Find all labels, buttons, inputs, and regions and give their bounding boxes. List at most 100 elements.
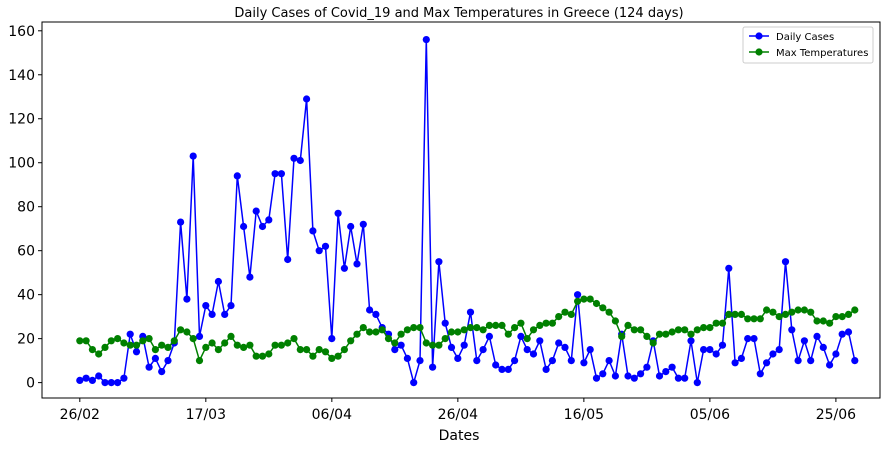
data-point-max-temperatures	[649, 339, 657, 347]
legend-marker	[755, 48, 763, 56]
data-point-daily-cases	[687, 337, 695, 345]
data-point-daily-cases	[132, 348, 141, 356]
data-point-max-temperatures	[580, 295, 588, 303]
data-point-max-temperatures	[466, 324, 475, 332]
data-point-daily-cases	[366, 306, 374, 314]
data-point-max-temperatures	[800, 306, 809, 314]
data-point-daily-cases	[775, 346, 783, 354]
data-point-max-temperatures	[321, 348, 330, 356]
data-point-max-temperatures	[158, 341, 166, 349]
data-point-max-temperatures	[813, 317, 821, 325]
data-point-daily-cases	[725, 264, 733, 272]
data-point-max-temperatures	[756, 315, 764, 323]
data-point-daily-cases	[88, 376, 96, 384]
data-point-daily-cases	[674, 374, 683, 382]
data-point-max-temperatures	[309, 352, 317, 360]
data-point-max-temperatures	[643, 332, 651, 340]
data-point-max-temperatures	[718, 319, 727, 327]
data-point-max-temperatures	[838, 313, 846, 321]
data-point-max-temperatures	[775, 313, 783, 321]
legend: Daily Cases Max Temperatures	[742, 26, 874, 64]
data-point-daily-cases	[447, 343, 456, 351]
data-point-max-temperatures	[88, 346, 96, 354]
y-axis: 0 20 40 60 80 100 120 140 160	[8, 24, 42, 392]
data-point-daily-cases	[95, 372, 103, 380]
data-point-max-temperatures	[529, 326, 538, 334]
data-point-daily-cases	[151, 354, 159, 362]
data-point-max-temperatures	[265, 350, 273, 358]
data-point-daily-cases	[485, 332, 493, 340]
data-point-max-temperatures	[725, 310, 733, 318]
data-point-daily-cases	[523, 346, 531, 354]
data-point-daily-cases	[700, 346, 708, 354]
data-point-daily-cases	[277, 170, 285, 178]
data-point-max-temperatures	[366, 328, 374, 336]
x-tick-label: 26/04	[438, 407, 478, 423]
data-point-max-temperatures	[567, 310, 575, 318]
data-point-daily-cases	[334, 209, 342, 217]
chart-title: Daily Cases of Covid_19 and Max Temperat…	[234, 6, 683, 21]
data-point-daily-cases	[826, 361, 834, 369]
data-point-daily-cases	[164, 357, 172, 365]
data-point-max-temperatures	[473, 324, 481, 332]
data-point-daily-cases	[750, 335, 758, 343]
data-point-daily-cases	[454, 354, 462, 362]
data-point-max-temperatures	[95, 350, 103, 358]
data-point-max-temperatures	[252, 352, 260, 360]
data-point-daily-cases	[101, 379, 109, 387]
data-point-max-temperatures	[246, 341, 254, 349]
data-point-max-temperatures	[189, 335, 197, 343]
data-point-max-temperatures	[750, 315, 758, 323]
legend-label: Max Temperatures	[776, 48, 868, 59]
data-point-daily-cases	[372, 310, 380, 318]
data-point-daily-cases	[246, 273, 254, 281]
y-tick-label: 120	[8, 112, 35, 128]
data-point-daily-cases	[643, 363, 651, 371]
data-point-max-temperatures	[536, 321, 544, 329]
data-point-daily-cases	[605, 357, 613, 365]
data-point-max-temperatures	[177, 326, 185, 334]
series-max-temperatures	[76, 295, 859, 365]
data-point-max-temperatures	[120, 339, 128, 347]
data-point-max-temperatures	[655, 330, 664, 338]
data-point-max-temperatures	[347, 337, 355, 345]
data-point-max-temperatures	[334, 352, 342, 360]
data-point-daily-cases	[340, 264, 348, 272]
data-point-max-temperatures	[441, 335, 449, 343]
data-point-daily-cases	[586, 346, 594, 354]
data-point-max-temperatures	[284, 339, 292, 347]
data-point-max-temperatures	[510, 324, 519, 332]
data-point-max-temperatures	[422, 339, 430, 347]
data-point-max-temperatures	[517, 319, 525, 327]
data-point-daily-cases	[706, 346, 714, 354]
data-point-daily-cases	[158, 368, 166, 376]
data-point-max-temperatures	[221, 339, 229, 347]
data-point-max-temperatures	[479, 326, 487, 334]
data-point-max-temperatures	[303, 346, 311, 354]
data-point-daily-cases	[624, 372, 632, 380]
y-tick-label: 140	[8, 68, 35, 84]
data-point-max-temperatures	[637, 326, 645, 334]
data-point-max-temperatures	[605, 308, 613, 316]
data-point-daily-cases	[498, 365, 506, 373]
y-tick-label: 80	[17, 200, 35, 216]
data-point-daily-cases	[265, 216, 273, 224]
data-point-daily-cases	[435, 258, 443, 266]
data-point-daily-cases	[347, 222, 355, 231]
data-point-max-temperatures	[548, 319, 557, 327]
data-point-max-temperatures	[737, 310, 746, 318]
data-point-daily-cases	[851, 357, 859, 365]
y-tick-label: 160	[8, 24, 35, 40]
data-point-daily-cases	[177, 218, 185, 226]
data-point-max-temperatures	[202, 343, 210, 351]
data-point-daily-cases	[145, 363, 153, 371]
data-point-daily-cases	[794, 357, 802, 365]
data-point-daily-cases	[422, 36, 430, 44]
data-point-daily-cases	[195, 332, 204, 340]
data-point-daily-cases	[580, 359, 588, 367]
data-point-max-temperatures	[132, 341, 141, 349]
data-point-max-temperatures	[618, 332, 626, 340]
data-point-daily-cases	[258, 222, 267, 231]
data-point-daily-cases	[76, 376, 84, 384]
